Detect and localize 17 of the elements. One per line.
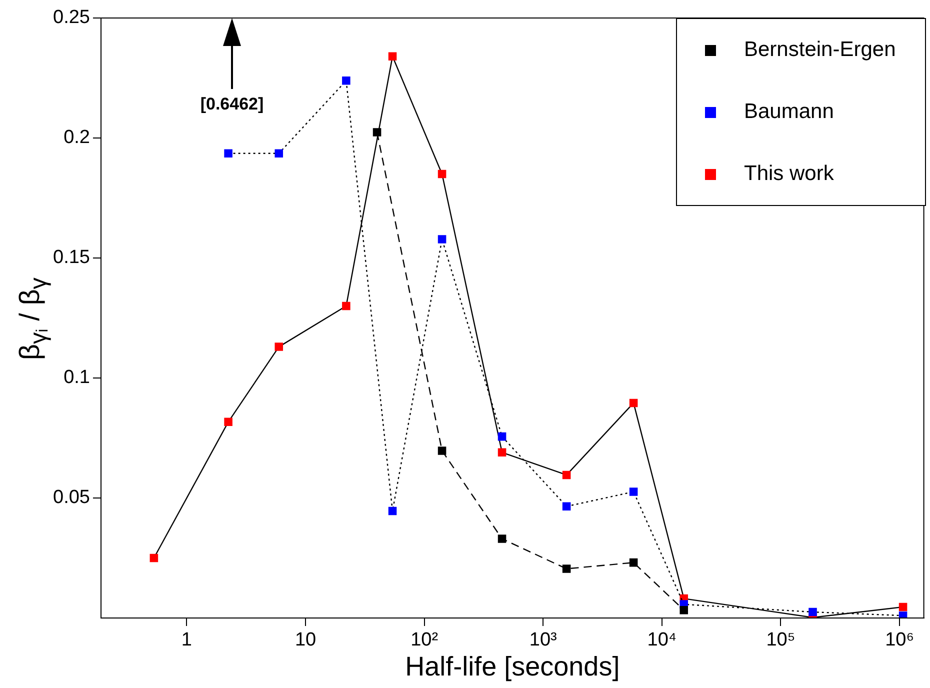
x-tick-label: 1	[181, 630, 192, 651]
x-tick-label: 10	[294, 630, 316, 651]
x-tick-label: 10³	[529, 630, 557, 651]
x-tick-label: 10²	[410, 630, 438, 651]
x-tick-label: 10⁴	[647, 630, 677, 651]
x-tick-label: 10⁶	[885, 630, 914, 651]
x-tick-label: 10⁵	[766, 630, 796, 651]
annotation: [0.6462]	[200, 94, 264, 114]
y-tick-label: 0.05	[53, 487, 90, 508]
y-tick-label: 0.2	[64, 127, 90, 148]
y-tick-label: 0.1	[64, 367, 90, 388]
legend-label: Bernstein-Ergen	[744, 38, 896, 62]
x-axis-title: Half-life [seconds]	[405, 651, 620, 682]
legend-label: Baumann	[744, 100, 834, 124]
y-tick-label: 0.15	[53, 247, 90, 268]
legend-label: This work	[744, 162, 834, 186]
y-tick-label: 0.25	[53, 7, 90, 28]
